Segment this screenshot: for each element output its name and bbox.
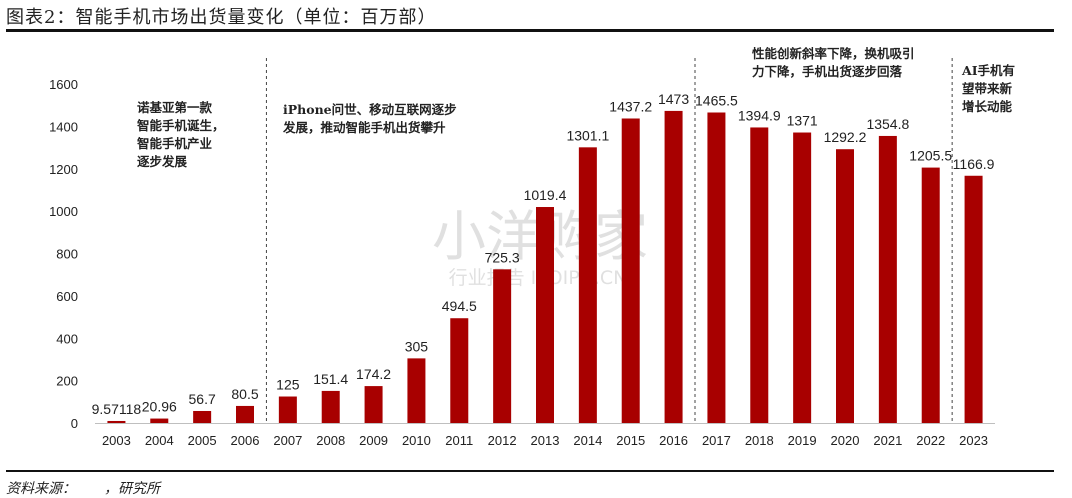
bar-2006	[236, 405, 254, 423]
y-tick-label: 1600	[49, 77, 78, 92]
data-label-2003: 9.57118	[92, 401, 142, 417]
x-tick-label: 2006	[231, 433, 260, 448]
data-label-2021: 1354.8	[866, 116, 909, 132]
source-note: 资料来源： ，研究所	[6, 481, 160, 497]
y-tick-label: 1000	[49, 204, 78, 219]
data-label-2016: 1473	[658, 91, 689, 107]
y-tick-label: 400	[56, 331, 78, 346]
phase-note-line: 诺基亚第一款	[137, 100, 213, 115]
x-tick-label: 2022	[916, 433, 945, 448]
data-label-2009: 174.2	[356, 366, 391, 382]
phase-note-line: 逐步发展	[137, 154, 188, 169]
data-label-2023: 1166.9	[953, 156, 995, 172]
x-tick-label: 2019	[788, 433, 817, 448]
x-tick-label: 2020	[831, 433, 860, 448]
x-tick-label: 2010	[402, 433, 431, 448]
phase-note-line: 增长动能	[962, 99, 1013, 114]
data-label-2008: 151.4	[313, 371, 348, 387]
bar-2014	[578, 147, 597, 423]
bar-2018	[750, 127, 769, 423]
figure-title: 图表2：智能手机市场出货量变化（单位：百万部）	[6, 7, 437, 28]
data-label-2013: 1019.4	[524, 187, 567, 203]
bar-2010	[407, 358, 426, 423]
bar-2012	[493, 269, 512, 423]
data-label-2011: 494.5	[442, 298, 477, 314]
value-labels: 9.57118 20.96 56.7 80.5 125 151.4 174.2 305 494.…	[92, 91, 995, 417]
data-label-2017: 1465.5	[695, 92, 738, 108]
y-tick-label: 800	[56, 247, 78, 262]
data-label-2018: 1394.9	[738, 107, 781, 123]
bar-2021	[878, 135, 897, 423]
y-tick-label: 1200	[49, 162, 78, 177]
bottom-rule	[6, 470, 1054, 472]
x-tick-label: 2007	[273, 433, 302, 448]
phase-note-line: 智能手机产业	[136, 136, 213, 151]
x-tick-label: 2005	[188, 433, 217, 448]
x-tick-label: 2016	[659, 433, 688, 448]
bar-2017	[707, 112, 726, 423]
x-tick-label: 2015	[616, 433, 645, 448]
bar-2020	[836, 149, 854, 423]
bar-2009	[364, 386, 383, 423]
data-label-2006: 80.5	[231, 386, 258, 402]
y-tick-labels: 0 200 400 600 800 1000 1200 1400 1600	[49, 77, 78, 431]
x-tick-label: 2011	[445, 433, 473, 448]
phase-note-line: 性能创新斜率下降，换机吸引	[751, 46, 915, 61]
x-tick-labels: 2003 2004 2005 2006 2007 2008 2009 2010 2011 2012…	[102, 433, 988, 448]
y-tick-label: 200	[56, 374, 78, 389]
phase-note-line: iPhone问世、移动互联网逐步	[283, 102, 457, 117]
bar-chart: 小洋购家 行业报告 IPOIPO.CN 9.5711820.9656.780.5…	[49, 46, 1015, 448]
data-label-2015: 1437.2	[609, 98, 652, 114]
bar-2004	[150, 418, 169, 423]
data-label-2012: 725.3	[485, 249, 520, 265]
x-tick-label: 2013	[531, 433, 560, 448]
y-tick-label: 600	[56, 289, 78, 304]
phase-note-line: 望带来新	[962, 81, 1013, 96]
x-tick-label: 2004	[145, 433, 174, 448]
data-label-2020: 1292.2	[824, 129, 867, 145]
data-label-2014: 1301.1	[566, 127, 609, 143]
bars	[107, 110, 983, 423]
y-tick-label: 1400	[49, 119, 78, 134]
bar-2023	[964, 175, 983, 423]
data-label-2004: 20.96	[142, 399, 177, 415]
x-tick-label: 2009	[359, 433, 388, 448]
x-tick-label: 2012	[488, 433, 517, 448]
data-label-2019: 1371	[787, 113, 818, 129]
x-tick-label: 2018	[745, 433, 774, 448]
bar-2016	[664, 110, 683, 423]
phase-note-line: 力下降，手机出货逐步回落	[752, 64, 903, 79]
x-tick-label: 2008	[316, 433, 345, 448]
x-tick-label: 2021	[873, 433, 902, 448]
phase-note-line: 智能手机诞生，	[136, 118, 225, 133]
x-tick-label: 2014	[573, 433, 602, 448]
bar-2003	[107, 420, 126, 423]
phase-dividers	[265, 58, 953, 423]
data-label-2010: 305	[405, 338, 429, 354]
bar-2015	[621, 118, 640, 423]
y-tick-label: 0	[71, 416, 78, 431]
top-rule	[6, 29, 1054, 32]
bar-2007	[278, 396, 297, 423]
bar-2011	[450, 318, 469, 423]
phase-note-line: 发展，推动智能手机出货攀升	[282, 120, 446, 135]
bar-2019	[793, 132, 812, 423]
bar-2013	[536, 207, 554, 423]
x-tick-label: 2003	[102, 433, 131, 448]
x-tick-label: 2017	[702, 433, 731, 448]
bar-2005	[193, 410, 212, 423]
data-label-2007: 125	[276, 377, 300, 393]
bar-2022	[921, 167, 940, 423]
phase-note-line: AI手机有	[961, 63, 1015, 78]
x-tick-label: 2023	[959, 433, 988, 448]
bar-2008	[321, 390, 340, 423]
data-label-2005: 56.7	[189, 391, 216, 407]
data-label-2022: 1205.5	[909, 148, 952, 164]
